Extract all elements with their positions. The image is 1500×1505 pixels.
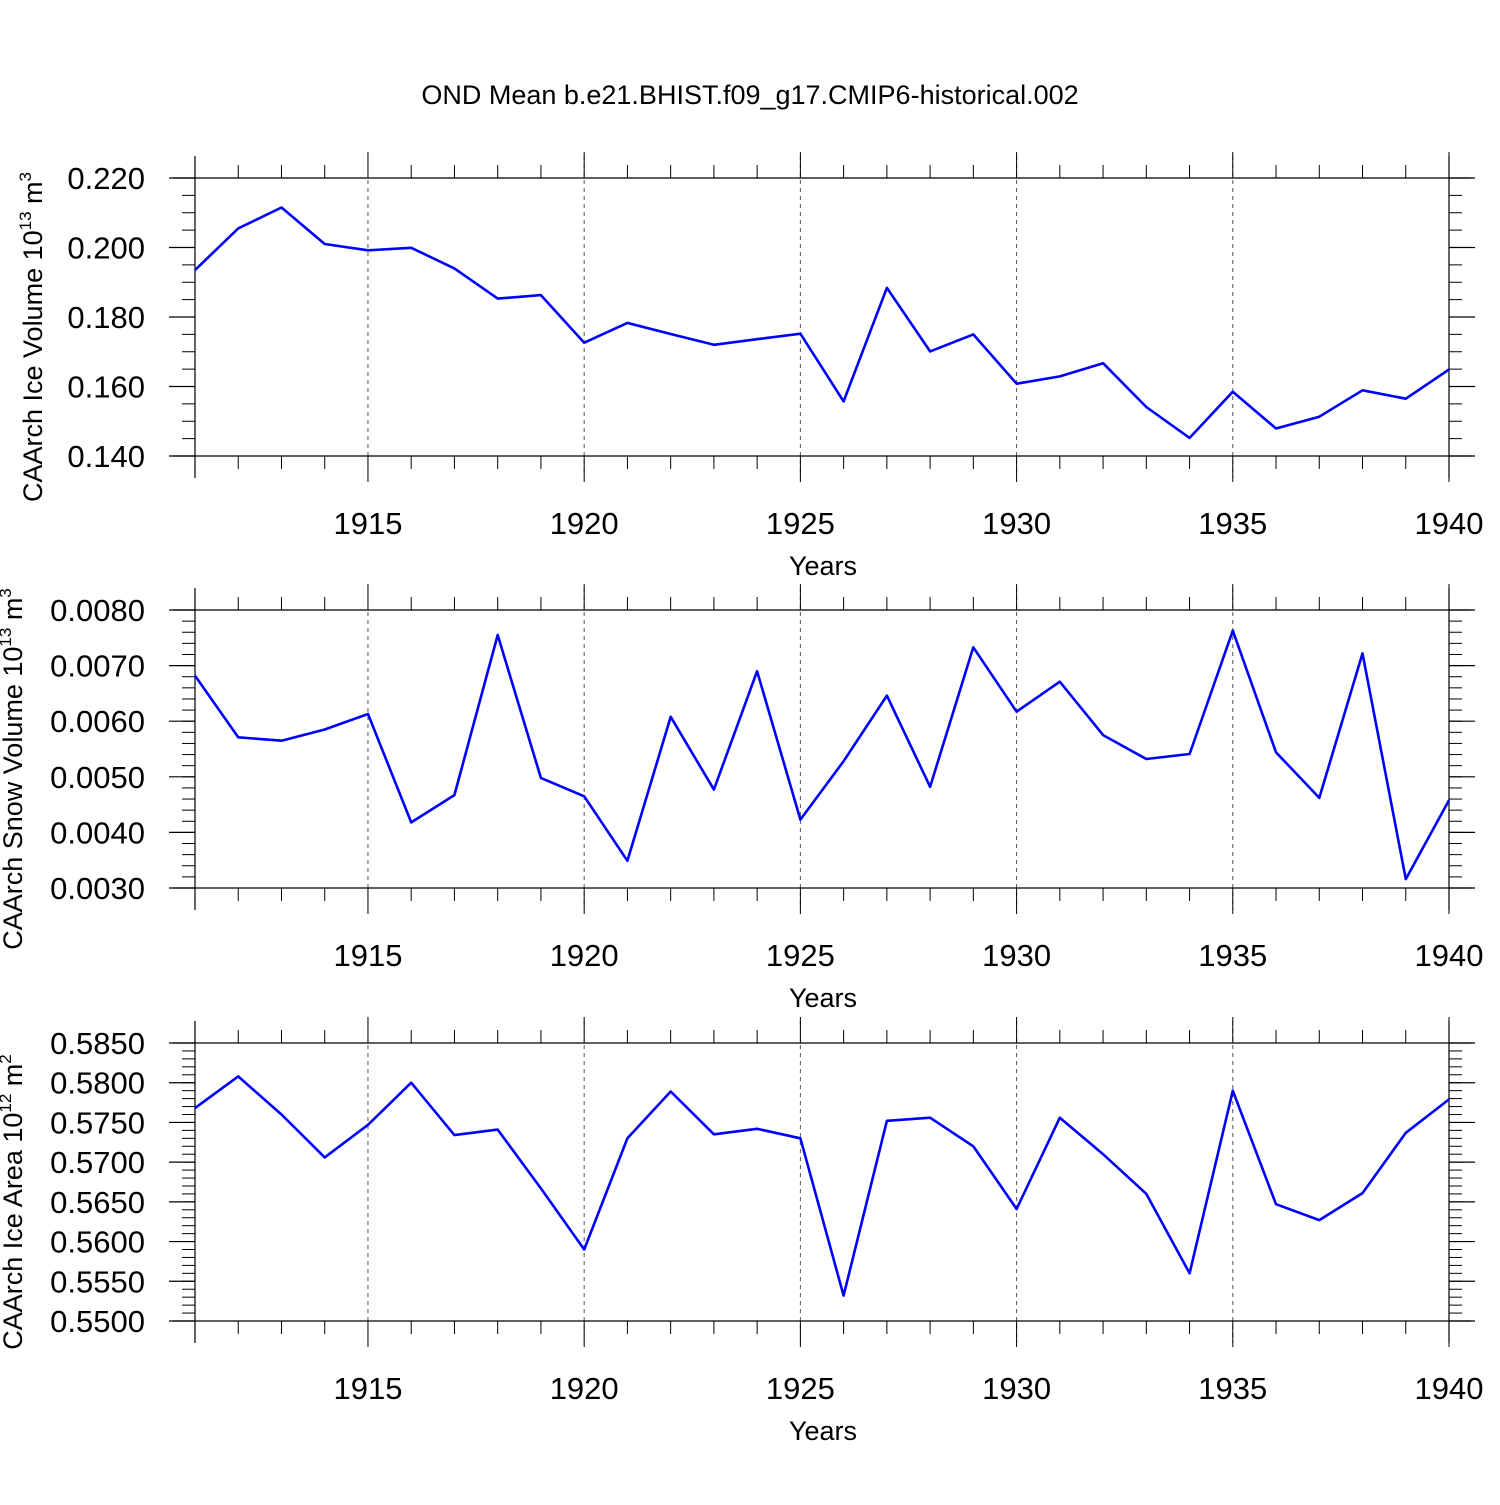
x-axis-title: Years [789, 1416, 857, 1446]
y-tick-label: 0.5650 [50, 1185, 145, 1220]
x-tick-label: 1930 [982, 506, 1051, 541]
x-tick-label: 1940 [1415, 506, 1484, 541]
y-tick-label: 0.5500 [50, 1304, 145, 1339]
series-line [195, 1076, 1449, 1295]
y-axis-title-part: CAArch Ice Area 10 [0, 1113, 28, 1350]
x-tick-label: 1915 [333, 1371, 402, 1406]
y-axis-title-superscript: 13 [16, 211, 35, 230]
y-tick-label: 0.5700 [50, 1145, 145, 1180]
y-axis-title-part: CAArch Snow Volume 10 [0, 647, 28, 950]
y-axis-title-superscript: 12 [0, 1094, 15, 1113]
x-tick-label: 1925 [766, 938, 835, 973]
y-axis-title-superscript: 2 [0, 1054, 15, 1063]
series-line [195, 631, 1449, 880]
x-tick-label: 1925 [766, 1371, 835, 1406]
chart-title: OND Mean b.e21.BHIST.f09_g17.CMIP6-histo… [421, 80, 1078, 110]
chart-panel-2: 0.0030 0.0040 0.0050 0.0060 0.0070 0.0080 1915… [0, 584, 1483, 1013]
y-tick-label: 0.220 [67, 161, 145, 196]
y-tick-label: 0.160 [67, 370, 145, 405]
series-line [195, 208, 1449, 438]
y-tick-label: 0.140 [67, 439, 145, 474]
y-axis-title-part: CAArch Ice Volume 10 [18, 230, 48, 502]
y-axis-title: CAArch Ice Area 1012 m2 [0, 1054, 28, 1350]
x-tick-label: 1925 [766, 506, 835, 541]
y-tick-label: 0.0050 [50, 760, 145, 795]
y-tick-label: 0.0040 [50, 815, 145, 850]
y-tick-label: 0.0080 [50, 593, 145, 628]
x-tick-label: 1940 [1415, 1371, 1484, 1406]
x-tick-label: 1935 [1198, 506, 1267, 541]
y-tick-label: 0.200 [67, 231, 145, 266]
y-tick-label: 0.5750 [50, 1105, 145, 1140]
y-tick-label: 0.0030 [50, 871, 145, 906]
y-tick-label: 0.5800 [50, 1066, 145, 1101]
x-tick-label: 1920 [550, 938, 619, 973]
x-tick-label: 1930 [982, 1371, 1051, 1406]
x-tick-label: 1920 [550, 1371, 619, 1406]
y-tick-label: 0.180 [67, 300, 145, 335]
y-tick-label: 0.5550 [50, 1264, 145, 1299]
x-tick-label: 1930 [982, 938, 1051, 973]
y-axis-title-superscript: 13 [0, 628, 15, 647]
y-axis-title-superscript: 3 [0, 588, 15, 597]
x-tick-label: 1915 [333, 506, 402, 541]
x-tick-label: 1935 [1198, 938, 1267, 973]
x-tick-label: 1920 [550, 506, 619, 541]
x-axis-title: Years [789, 551, 857, 581]
x-tick-label: 1935 [1198, 1371, 1267, 1406]
y-tick-label: 0.5600 [50, 1225, 145, 1260]
x-tick-label: 1940 [1415, 938, 1484, 973]
chart-panel-1: 0.140 0.160 0.180 0.200 0.220 1915 1920 1925 193… [16, 152, 1483, 581]
x-tick-label: 1915 [333, 938, 402, 973]
y-tick-label: 0.0070 [50, 649, 145, 684]
y-axis-title: CAArch Ice Volume 1013 m3 [16, 172, 48, 502]
y-axis-title-part: m [0, 1064, 28, 1094]
y-axis-title: CAArch Snow Volume 1013 m3 [0, 588, 28, 950]
y-tick-label: 0.0060 [50, 704, 145, 739]
y-axis-title-superscript: 3 [16, 172, 35, 181]
y-tick-label: 0.5850 [50, 1026, 145, 1061]
y-axis-title-part: m [18, 181, 48, 211]
x-axis-title: Years [789, 983, 857, 1013]
chart-panel-3: 0.5500 0.5550 0.5600 0.5650 0.5700 0.5750 0.58… [0, 1017, 1483, 1446]
y-axis-title-part: m [0, 598, 28, 628]
